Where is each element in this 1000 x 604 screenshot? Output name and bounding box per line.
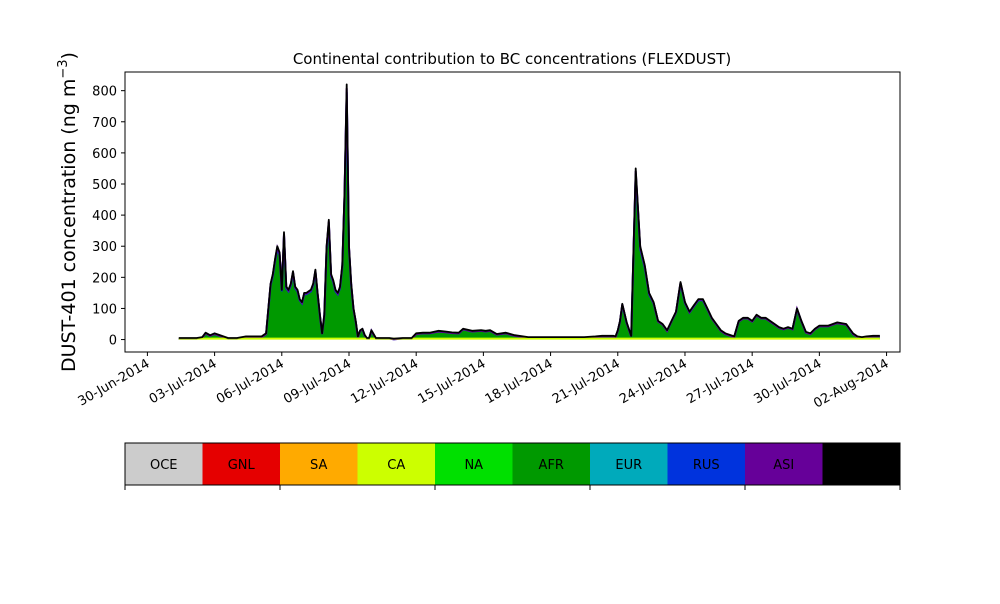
x-axis: 30-Jun-201403-Jul-201406-Jul-201409-Jul-… [76, 352, 892, 412]
legend-label-asi: ASI [773, 458, 794, 473]
x-tick-label: 18-Jul-2014 [483, 356, 556, 407]
y-axis-label-main: DUST-401 concentration (ng m [58, 79, 80, 372]
y-tick-label: 800 [92, 85, 117, 100]
x-tick-label: 02-Aug-2014 [811, 356, 891, 411]
y-axis-label: DUST-401 concentration (ng m−3) [56, 52, 80, 372]
chart-title: Continental contribution to BC concentra… [293, 50, 731, 68]
legend-label-gnl: GNL [228, 458, 256, 473]
legend-swatch-oce [125, 443, 203, 485]
y-tick-label: 700 [92, 116, 117, 131]
y-tick-label: 300 [92, 240, 117, 255]
x-tick-label: 24-Jul-2014 [617, 356, 690, 407]
y-tick-label: 200 [92, 271, 117, 286]
legend-label-na: NA [464, 458, 483, 473]
plot-area [178, 83, 880, 341]
legend-swatch-sa [280, 443, 358, 485]
x-tick-label: 15-Jul-2014 [416, 356, 489, 407]
x-tick-label: 06-Jul-2014 [214, 356, 287, 407]
y-tick-label: 500 [92, 178, 117, 193]
legend-label-aus: AUS [848, 458, 875, 473]
y-tick-label: 100 [92, 302, 117, 317]
legend-label-eur: EUR [615, 458, 642, 473]
legend-swatch-asi [745, 443, 823, 485]
y-axis-label-superscript: −3 [56, 59, 71, 78]
region-legend-colorbar: OCE GNL SA CA NA AFR EUR RUS ASI AUS [124, 442, 901, 490]
x-tick-label: 27-Jul-2014 [684, 356, 757, 407]
legend-label-sa: SA [310, 458, 327, 473]
legend-swatch-gnl [202, 443, 280, 485]
y-tick-label: 400 [92, 209, 117, 224]
x-tick-label: 12-Jul-2014 [348, 356, 421, 407]
legend-swatch-ca [357, 443, 435, 485]
y-tick-label: 600 [92, 147, 117, 162]
legend-swatch-eur [590, 443, 668, 485]
x-tick-label: 21-Jul-2014 [550, 356, 623, 407]
legend-label-oce: OCE [150, 458, 178, 473]
x-tick-label: 09-Jul-2014 [281, 356, 354, 407]
legend-label-afr: AFR [539, 458, 564, 473]
legend-label-ca: CA [387, 458, 405, 473]
legend-swatch-na [435, 443, 513, 485]
legend-label-rus: RUS [693, 458, 720, 473]
legend-swatch-afr [512, 443, 590, 485]
area-afr [178, 84, 880, 340]
y-axis: 0 100 200 300 400 500 600 700 800 [92, 85, 125, 349]
y-tick-label: 0 [109, 334, 117, 349]
legend-frame [124, 442, 901, 486]
series-total-line [178, 83, 880, 340]
x-tick-label: 30-Jun-2014 [76, 356, 153, 409]
plot-frame [124, 71, 901, 353]
legend-swatch-rus [667, 443, 745, 485]
x-tick-label: 03-Jul-2014 [147, 356, 220, 407]
y-axis-label-close: ) [58, 52, 80, 59]
legend-swatch-aus [822, 443, 900, 485]
